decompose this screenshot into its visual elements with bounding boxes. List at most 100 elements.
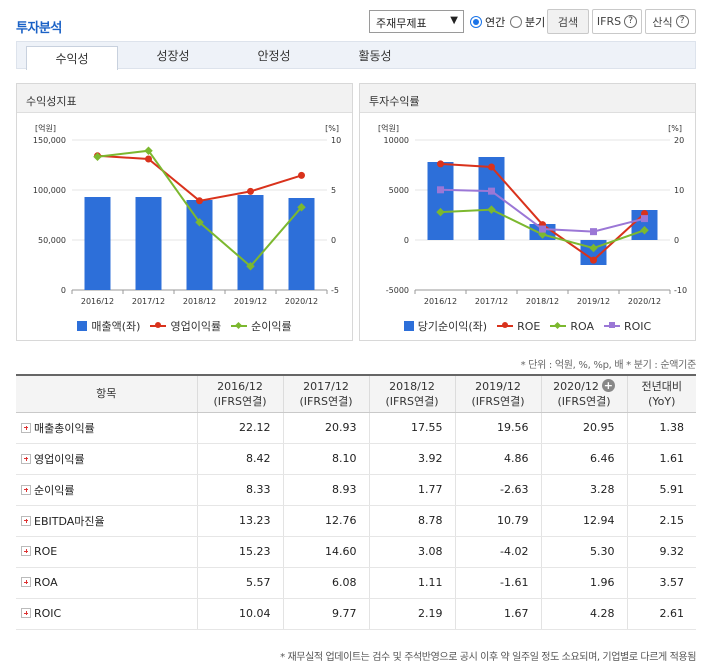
right-tick-label: 10 — [331, 136, 341, 145]
legend-line-swatch — [497, 322, 514, 328]
table-row: ROIC 10.04 9.77 2.19 1.67 4.28 2.61 — [16, 598, 696, 630]
category-tabs: 수익성 성장성 안정성 활동성 — [16, 41, 696, 70]
table-cell: -4.02 — [455, 536, 542, 568]
chart-title: 투자수익률 — [360, 84, 695, 113]
table-cell: 1.38 — [627, 412, 696, 444]
left-tick-label: 0 — [61, 286, 66, 295]
chart-legend: 당기순이익(좌) ROE ROA ROIC — [360, 318, 695, 334]
table-row: 영업이익률 8.42 8.10 3.92 4.86 6.46 1.61 — [16, 443, 696, 475]
search-button[interactable]: 검색 — [547, 9, 589, 34]
x-tick-label: 2016/12 — [81, 297, 114, 304]
data-point — [195, 218, 204, 227]
series-line — [97, 154, 302, 202]
legend-label: ROE — [517, 319, 541, 333]
ifrs-label: IFRS — [596, 15, 622, 28]
data-point — [487, 205, 496, 214]
table-cell: 20.93 — [283, 412, 370, 444]
tab-activity[interactable]: 활동성 — [358, 49, 392, 63]
table-cell: 5.91 — [627, 474, 696, 506]
tab-stability[interactable]: 안정성 — [257, 49, 291, 63]
table-cell: 6.46 — [541, 443, 628, 475]
table-row: 매출총이익률 22.12 20.93 17.55 19.56 20.95 1.38 — [16, 412, 696, 444]
bar — [427, 162, 454, 240]
expand-icon[interactable] — [21, 484, 31, 495]
table-cell: 8.93 — [283, 474, 370, 506]
right-tick-label: 10 — [674, 186, 684, 195]
row-label[interactable]: ROA — [16, 567, 198, 599]
table-cell: 3.28 — [541, 474, 628, 506]
row-label[interactable]: 매출총이익률 — [16, 412, 198, 444]
table-cell: 8.10 — [283, 443, 370, 475]
expand-icon[interactable] — [21, 515, 31, 526]
radio-annual[interactable]: 연간 — [470, 14, 505, 30]
top-bar: 투자분석 주재무제표 ▼ 연간 분기 검색 IFRS? 산식? — [0, 0, 709, 40]
expand-icon[interactable] — [21, 546, 31, 556]
table-cell: 8.78 — [369, 505, 456, 537]
row-label[interactable]: ROE — [16, 536, 198, 568]
table-cell: 3.08 — [369, 536, 456, 568]
data-point — [488, 187, 495, 195]
x-tick-label: 2017/12 — [475, 297, 508, 304]
row-label-text: EBITDA마진율 — [34, 514, 105, 528]
expand-icon[interactable] — [21, 608, 31, 618]
table-cell: 19.56 — [455, 412, 542, 444]
data-point — [93, 152, 102, 161]
expand-icon[interactable] — [21, 422, 31, 433]
legend-item: 순이익률 — [231, 318, 292, 334]
expand-plus-icon[interactable]: + — [601, 378, 615, 392]
data-point — [246, 262, 255, 271]
formula-button[interactable]: 산식? — [645, 9, 696, 34]
row-label-text: 순이익률 — [34, 483, 75, 497]
ifrs-button[interactable]: IFRS? — [592, 9, 642, 34]
table-cell: 1.96 — [541, 567, 628, 599]
legend-item: 당기순이익(좌) — [403, 318, 487, 334]
left-axis-unit: [억원] — [35, 123, 56, 133]
table-cell: 1.77 — [369, 474, 456, 506]
row-label[interactable]: 영업이익률 — [16, 443, 198, 475]
left-tick-label: -5000 — [386, 286, 409, 295]
profitability-chart-panel: 수익성지표 [억원] [%] 150,000 10 100,000 5 50,000 0 0 -5… — [16, 83, 353, 341]
header-period: 2020/12 + (IFRS연결) — [541, 375, 628, 413]
bar — [84, 197, 111, 290]
table-cell: 8.42 — [197, 443, 284, 475]
table-cell: 3.92 — [369, 443, 456, 475]
row-label-text: ROIC — [34, 607, 62, 620]
table-cell: 5.57 — [197, 567, 284, 599]
header-period: 2017/12 (IFRS연결) — [283, 375, 370, 413]
x-tick-label: 2019/12 — [577, 297, 610, 304]
tab-profitability[interactable]: 수익성 — [26, 46, 118, 70]
row-label-text: ROA — [34, 576, 58, 589]
page-title: 투자분석 — [16, 21, 62, 36]
tab-growth[interactable]: 성장성 — [156, 49, 190, 63]
data-point — [247, 187, 254, 195]
x-tick-label: 2020/12 — [628, 297, 661, 304]
row-label-text: 매출총이익률 — [34, 421, 95, 435]
help-icon: ? — [624, 15, 638, 28]
legend-item: ROE — [497, 318, 540, 334]
legend-bar-swatch — [77, 321, 88, 331]
legend-label: ROA — [570, 319, 594, 333]
left-axis-unit: [억원] — [378, 123, 399, 133]
row-label[interactable]: ROIC — [16, 598, 198, 630]
data-point — [298, 171, 305, 179]
right-tick-label: 5 — [331, 186, 336, 195]
table-cell: 14.60 — [283, 536, 370, 568]
data-point — [641, 215, 648, 223]
header-period: 2019/12 (IFRS연결) — [455, 375, 542, 413]
data-point — [590, 228, 597, 236]
chevron-down-icon: ▼ — [450, 15, 458, 26]
formula-label: 산식 — [652, 15, 673, 29]
radio-quarter[interactable]: 분기 — [510, 14, 545, 30]
statement-type-select[interactable]: 주재무제표 ▼ — [369, 10, 464, 33]
expand-icon[interactable] — [21, 577, 31, 587]
expand-icon[interactable] — [21, 453, 31, 464]
table-cell: -1.61 — [455, 567, 542, 599]
data-point — [437, 160, 444, 168]
table-cell: 6.08 — [283, 567, 370, 599]
row-label[interactable]: 순이익률 — [16, 474, 198, 506]
chart-legend: 매출액(좌) 영업이익률 순이익률 — [17, 318, 352, 334]
data-point — [436, 207, 445, 217]
row-label[interactable]: EBITDA마진율 — [16, 505, 198, 537]
header-period: 2018/12 (IFRS연결) — [369, 375, 456, 413]
legend-label: 영업이익률 — [170, 320, 222, 333]
